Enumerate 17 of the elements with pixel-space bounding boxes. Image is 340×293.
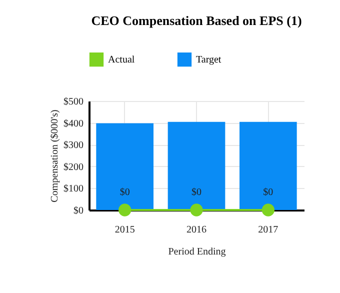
y-tick-label: $200 — [64, 162, 84, 173]
x-axis-title: Period Ending — [168, 246, 226, 258]
y-tick-label: $0 — [74, 206, 84, 216]
y-axis-title: Compensation ($000's) — [50, 110, 60, 202]
data-label: $0 — [263, 187, 274, 198]
data-label: $0 — [192, 187, 202, 198]
y-tick-label: $400 — [64, 118, 84, 130]
x-tick-label: 2015 — [114, 224, 135, 236]
data-label: $0 — [120, 187, 130, 198]
legend-label: Target — [196, 54, 222, 66]
x-tick-label: 2016 — [186, 224, 206, 236]
y-tick-label: $500 — [64, 96, 84, 108]
y-tick-label: $100 — [64, 184, 84, 195]
y-tick-label: $300 — [64, 140, 84, 152]
legend-label: Actual — [108, 54, 135, 66]
x-tick-label: 2017 — [258, 224, 278, 236]
chart-title: CEO Compensation Based on EPS (1) — [91, 13, 302, 28]
